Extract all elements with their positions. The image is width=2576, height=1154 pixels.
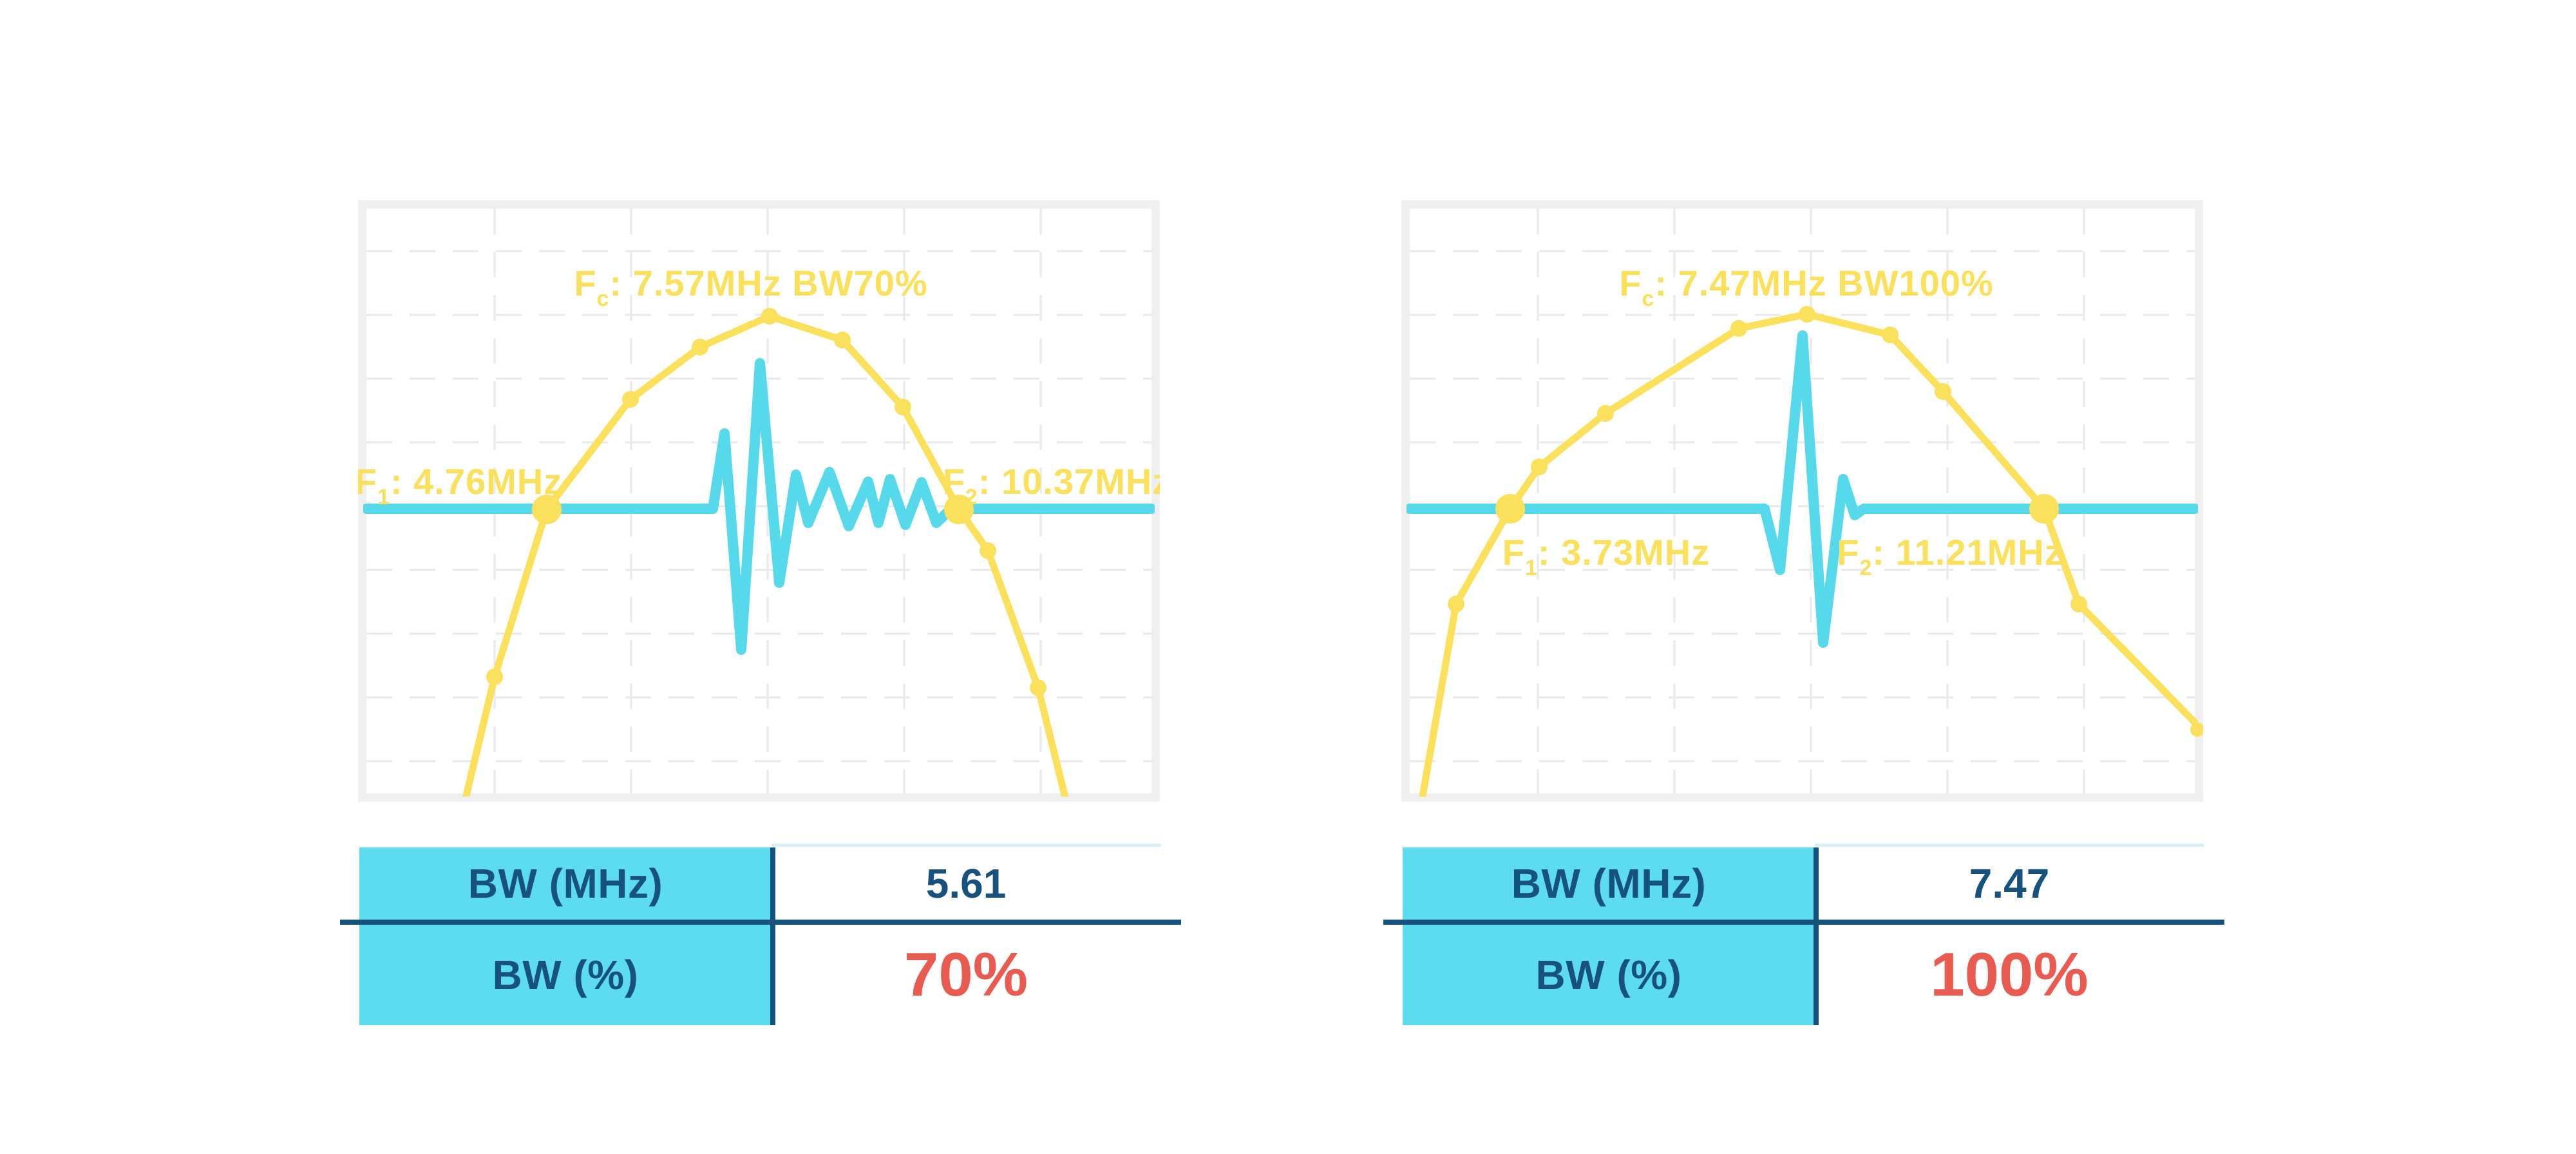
table-top-border bbox=[1815, 844, 2204, 847]
fc-label: Fc: 7.57MHz BW70% bbox=[574, 263, 927, 311]
bw-percent-value: 100% bbox=[1930, 940, 2088, 1009]
bw-mhz-value-cell: 7.47 bbox=[1815, 847, 2204, 920]
bw-mhz-value: 7.47 bbox=[1969, 860, 2050, 907]
bw-mhz-header-cell: BW (MHz) bbox=[359, 847, 772, 920]
bw-percent-value: 70% bbox=[904, 940, 1028, 1009]
spectrum-markers bbox=[486, 308, 1046, 696]
fc-label: Fc: 7.47MHz BW100% bbox=[1619, 263, 1994, 311]
panel-bw100: Fc: 7.47MHz BW100% F1: 3.73MHz F2: 11.21… bbox=[1383, 0, 2224, 1154]
f2-label: F2: 10.37MHz bbox=[943, 461, 1160, 509]
f1-label: F1: 4.76MHz bbox=[358, 461, 562, 509]
spectrum-curve bbox=[462, 312, 1069, 797]
bw-mhz-header-cell: BW (MHz) bbox=[1403, 847, 1815, 920]
bw-mhz-header-label: BW (MHz) bbox=[1511, 860, 1707, 907]
table-divider-vertical bbox=[1814, 847, 1819, 1025]
table-top-border bbox=[772, 844, 1160, 847]
bw-mhz-value-cell: 5.61 bbox=[772, 847, 1160, 920]
table-divider-horizontal bbox=[340, 920, 1181, 925]
bw-percent-header-cell: BW (%) bbox=[359, 925, 772, 1025]
bw-percent-value-cell: 70% bbox=[772, 925, 1160, 1025]
table-divider-horizontal bbox=[1383, 920, 2224, 925]
table-header-column-fill bbox=[359, 847, 772, 1025]
bw-mhz-header-label: BW (MHz) bbox=[468, 860, 663, 907]
panel-bw70: Fc: 7.57MHz BW70% F1: 4.76MHz F2: 10.37M… bbox=[340, 0, 1181, 1154]
spectrum-markers bbox=[1448, 306, 2203, 737]
bw-percent-header-label: BW (%) bbox=[1535, 952, 1682, 998]
pulse-curve bbox=[363, 358, 1155, 655]
spectrum-curve bbox=[1419, 310, 2198, 797]
bw-mhz-value: 5.61 bbox=[925, 860, 1007, 907]
f2-label: F2: 11.21MHz bbox=[1837, 532, 2063, 580]
chart-bw100: Fc: 7.47MHz BW100% F1: 3.73MHz F2: 11.21… bbox=[1401, 200, 2203, 802]
chart-svg-bw70: Fc: 7.57MHz BW70% F1: 4.76MHz F2: 10.37M… bbox=[358, 200, 1160, 802]
bw-percent-header-cell: BW (%) bbox=[1403, 925, 1815, 1025]
pulse-curve bbox=[1406, 330, 2198, 648]
chart-svg-bw100: Fc: 7.47MHz BW100% F1: 3.73MHz F2: 11.21… bbox=[1401, 200, 2203, 802]
chart-bw70: Fc: 7.57MHz BW70% F1: 4.76MHz F2: 10.37M… bbox=[358, 200, 1160, 802]
f1-label: F1: 3.73MHz bbox=[1502, 532, 1710, 580]
table-header-column-fill bbox=[1403, 847, 1815, 1025]
table-divider-vertical bbox=[770, 847, 775, 1025]
bw-percent-value-cell: 100% bbox=[1815, 925, 2204, 1025]
bw-percent-header-label: BW (%) bbox=[492, 952, 639, 998]
